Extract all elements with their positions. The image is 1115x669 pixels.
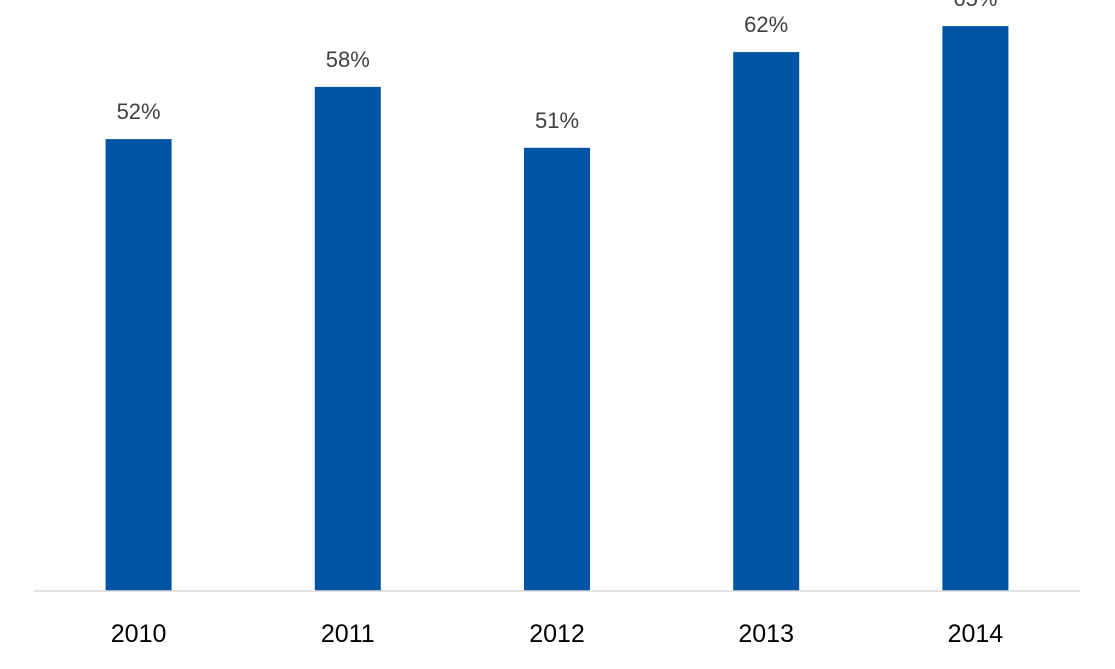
- data-label-2010: 52%: [117, 99, 161, 124]
- x-tick-label-2012: 2012: [529, 620, 585, 648]
- bar-2014: [942, 26, 1009, 592]
- value-labels-group: 52% 58% 51% 62% 65%: [117, 0, 998, 133]
- bar-2013: [733, 52, 800, 592]
- data-label-2011: 58%: [326, 47, 370, 72]
- data-label-2013: 62%: [744, 12, 788, 37]
- bar-2011: [314, 86, 381, 592]
- x-tick-label-2011: 2011: [321, 620, 375, 648]
- bar-2010: [105, 139, 172, 591]
- x-tick-label-2013: 2013: [738, 620, 794, 648]
- bars-group: [105, 26, 1009, 592]
- x-tick-labels-group: 2010 2011 2012 2013 2014: [111, 620, 1004, 648]
- x-tick-label-2010: 2010: [111, 620, 167, 648]
- bar-2012: [524, 147, 590, 592]
- data-label-2012: 51%: [535, 108, 579, 133]
- data-label-2014: 65%: [953, 0, 997, 11]
- x-tick-label-2014: 2014: [948, 620, 1004, 648]
